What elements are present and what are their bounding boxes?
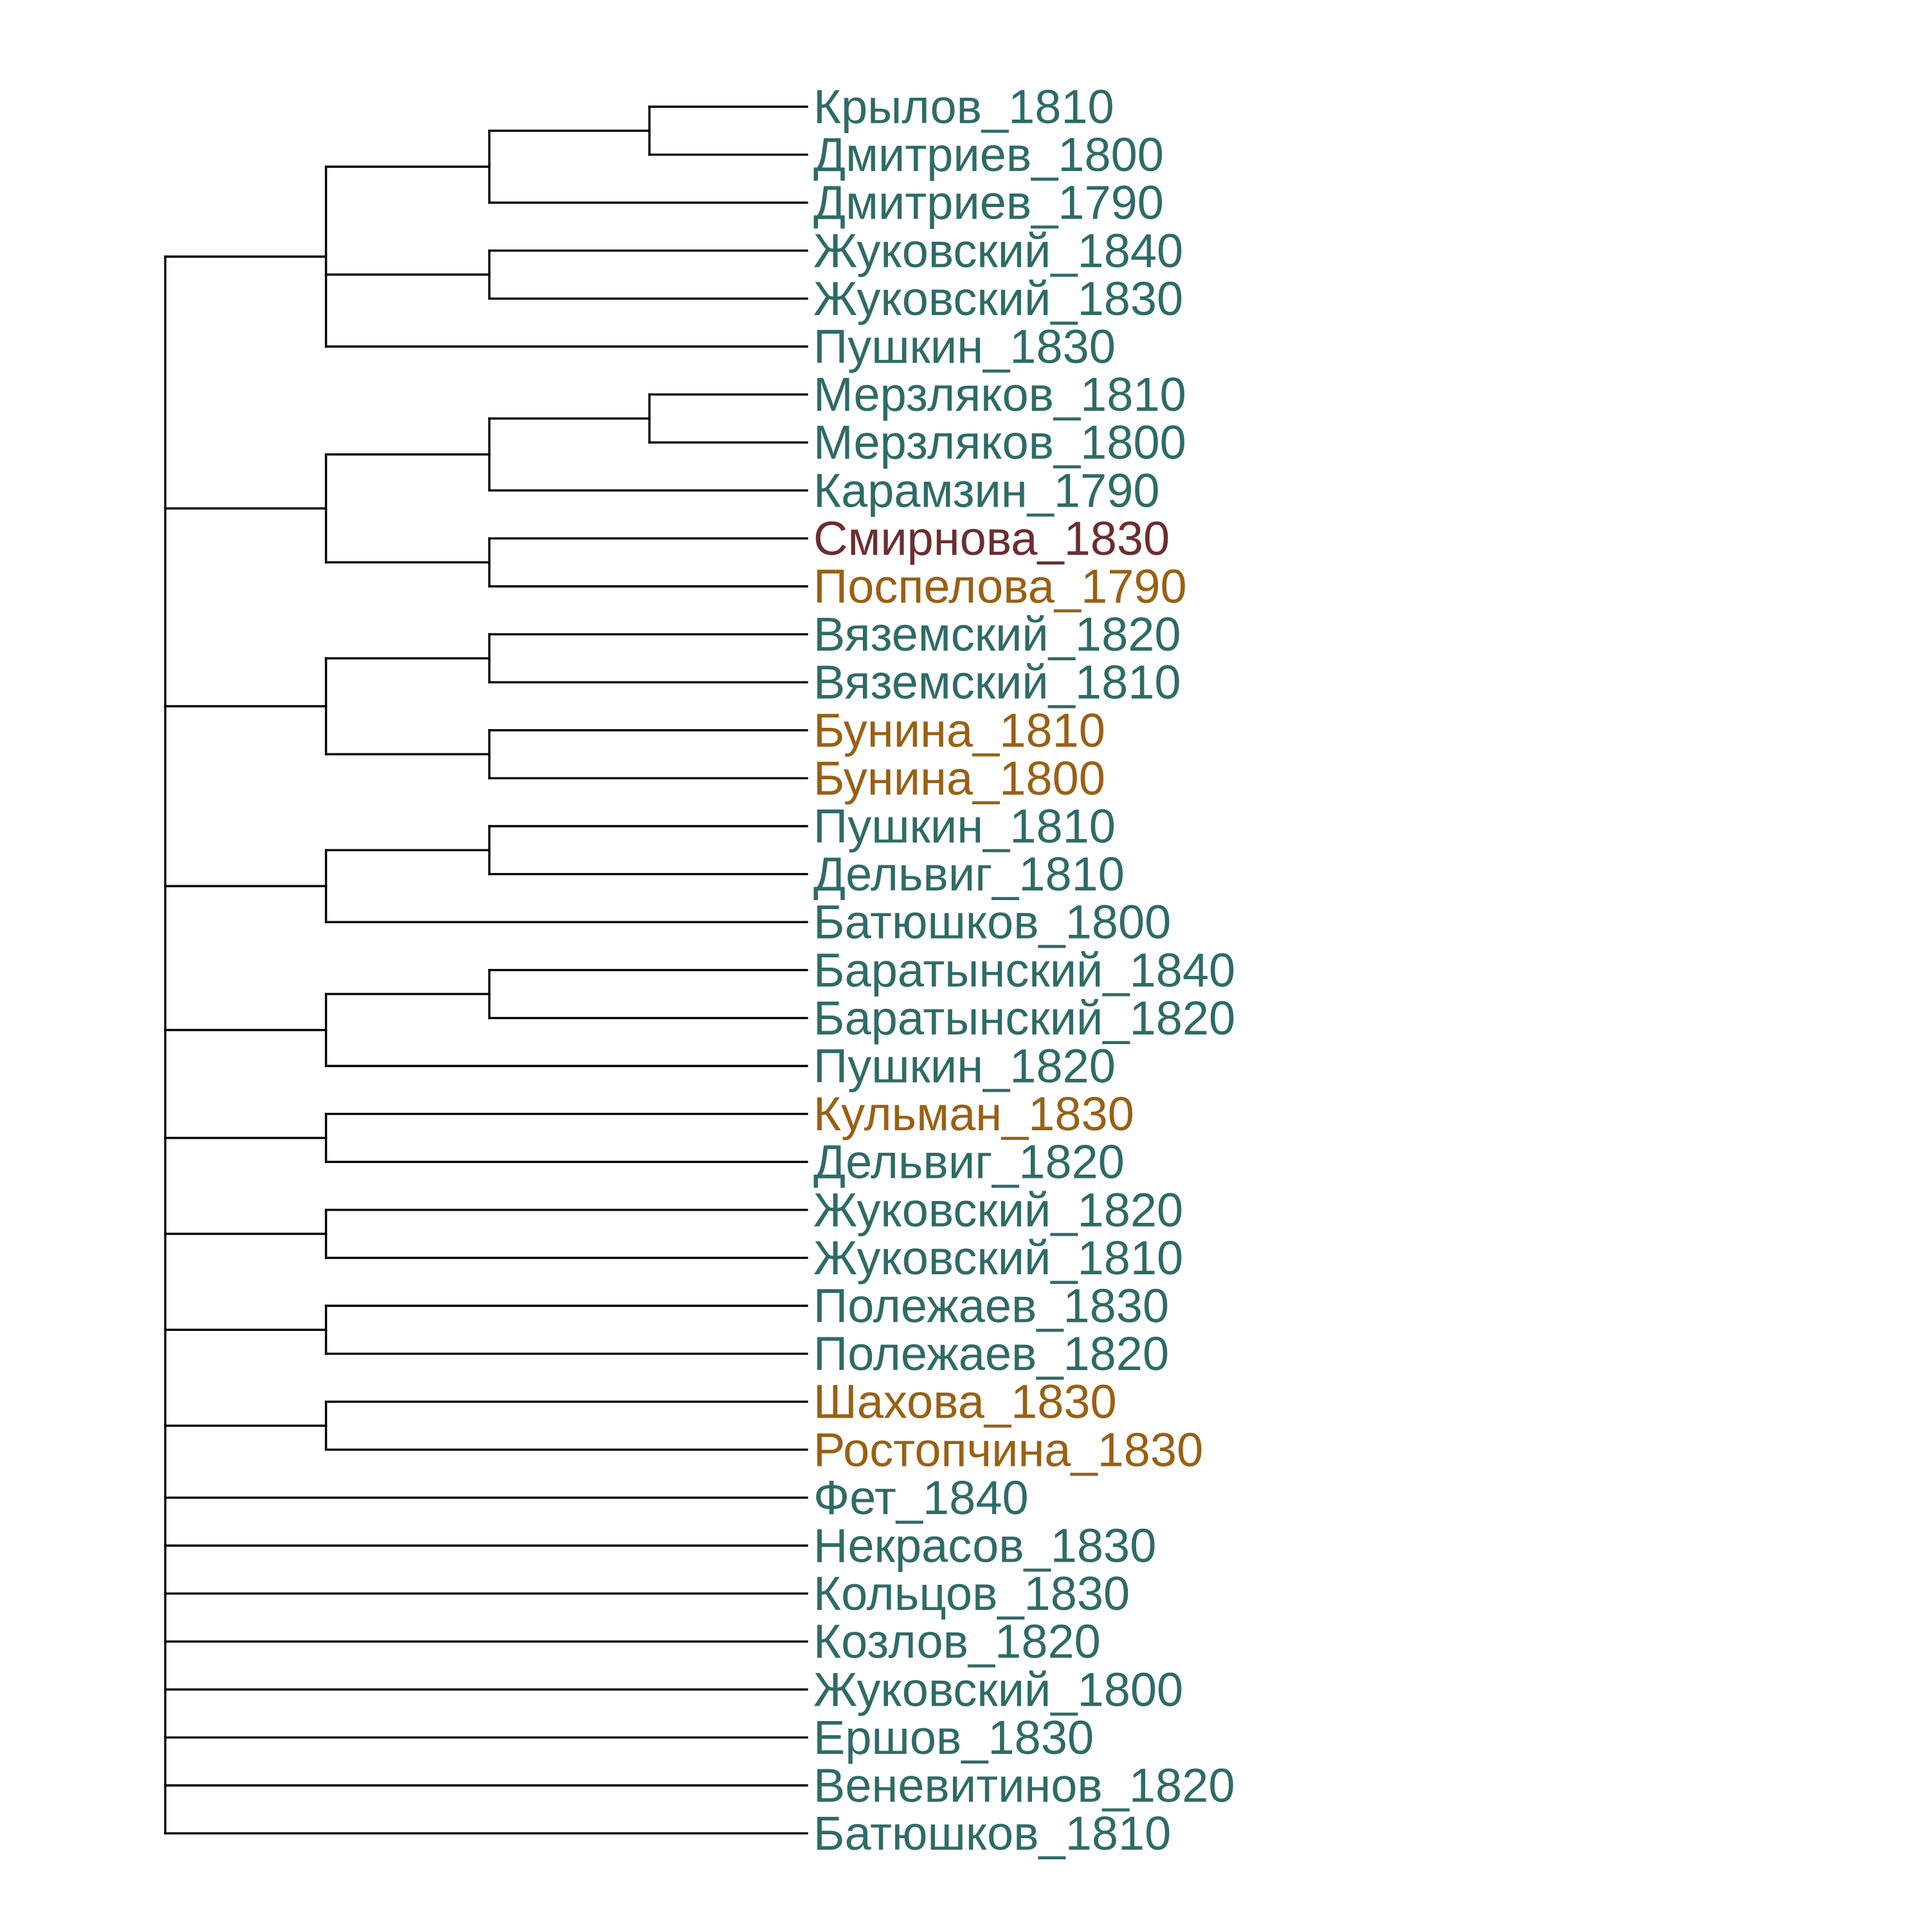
leaf-label: Полежаев_1820: [813, 1327, 1169, 1380]
leaf-label: Вяземский_1810: [813, 656, 1181, 709]
leaf-label: Пушкин_1820: [813, 1040, 1116, 1093]
leaf-label: Дмитриев_1800: [813, 128, 1164, 181]
dendrogram-leaf-labels: Крылов_1810Дмитриев_1800Дмитриев_1790Жук…: [813, 80, 1235, 1861]
leaf-label: Жуковский_1840: [813, 224, 1183, 277]
leaf-label: Вяземский_1820: [813, 608, 1181, 661]
leaf-label: Батюшков_1810: [813, 1807, 1171, 1860]
leaf-label: Некрасов_1830: [813, 1519, 1156, 1573]
leaf-label: Жуковский_1820: [813, 1183, 1183, 1236]
leaf-label: Дельвиг_1810: [813, 847, 1125, 901]
leaf-label: Полежаев_1830: [813, 1279, 1169, 1333]
leaf-label: Веневитинов_1820: [813, 1759, 1235, 1812]
leaf-label: Бунина_1800: [813, 752, 1105, 805]
leaf-label: Ершов_1830: [813, 1711, 1094, 1764]
leaf-label: Карамзин_1790: [813, 464, 1160, 517]
leaf-label: Мерзляков_1800: [813, 416, 1186, 469]
leaf-label: Жуковский_1800: [813, 1663, 1183, 1716]
leaf-label: Смирнова_1830: [813, 512, 1170, 565]
leaf-label: Пушкин_1830: [813, 320, 1116, 374]
leaf-label: Дмитриев_1790: [813, 176, 1164, 230]
leaf-label: Жуковский_1810: [813, 1231, 1183, 1285]
leaf-label: Мерзляков_1810: [813, 368, 1186, 421]
leaf-label: Кульман_1830: [813, 1087, 1134, 1141]
leaf-label: Баратынский_1840: [813, 943, 1235, 997]
leaf-label: Ростопчина_1830: [813, 1423, 1203, 1476]
leaf-label: Фет_1840: [813, 1471, 1029, 1524]
leaf-label: Баратынский_1820: [813, 991, 1235, 1045]
leaf-label: Козлов_1820: [813, 1615, 1101, 1668]
leaf-label: Крылов_1810: [813, 80, 1114, 134]
leaf-label: Дельвиг_1820: [813, 1135, 1125, 1189]
dendrogram-branches: [164, 105, 808, 1835]
leaf-label: Батюшков_1800: [813, 896, 1171, 949]
leaf-label: Пушкин_1810: [813, 800, 1116, 853]
leaf-label: Бунина_1810: [813, 703, 1105, 757]
leaf-label: Кольцов_1830: [813, 1567, 1130, 1620]
leaf-label: Жуковский_1830: [813, 272, 1183, 325]
leaf-label: Шахова_1830: [813, 1375, 1117, 1429]
leaf-label: Поспелова_1790: [813, 560, 1187, 613]
